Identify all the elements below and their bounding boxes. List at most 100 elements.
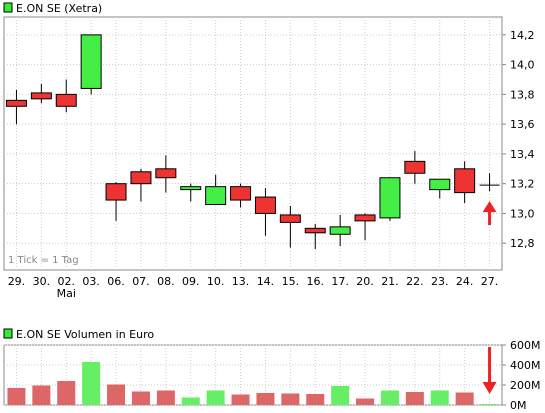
candle-body — [304, 227, 326, 234]
volume-arrow-annotation — [482, 347, 497, 394]
volume-bar — [256, 393, 275, 405]
candle-body — [5, 99, 27, 107]
candle — [180, 183, 202, 202]
volume-bar — [82, 362, 101, 405]
candle-body — [354, 214, 376, 222]
candle-body — [329, 226, 351, 235]
volume-ytick-label: 400M — [510, 359, 541, 372]
price-ytick-label: 14,2 — [510, 29, 535, 42]
price-ytick-label: 12,8 — [510, 237, 535, 250]
candle-body — [180, 186, 202, 191]
volume-bar — [306, 394, 325, 405]
candle-body — [429, 178, 451, 191]
volume-bar — [156, 390, 175, 405]
candle-body — [80, 34, 102, 89]
price-xtick-label: 06. — [107, 275, 125, 288]
candle-body — [230, 186, 252, 201]
candle — [379, 177, 401, 221]
price-xtick-label: 30. — [33, 275, 51, 288]
volume-bar — [356, 398, 375, 405]
candle — [279, 206, 301, 248]
price-xtick-label: 15. — [282, 275, 300, 288]
price-xtick-label: 17. — [331, 275, 349, 288]
candle — [5, 89, 27, 125]
volume-bar — [455, 392, 474, 405]
candle — [304, 223, 326, 250]
volume-bar — [57, 381, 76, 405]
volume-ytick-label: 200M — [510, 379, 541, 392]
price-xtick-label: 22. — [406, 275, 424, 288]
price-chart-title: E.ON SE (Xetra) — [16, 2, 102, 15]
volume-bar — [331, 386, 350, 405]
volume-bar — [380, 390, 399, 405]
volume-bar — [430, 390, 449, 405]
volume-ytick-label: 600M — [510, 339, 541, 352]
volume-bar — [405, 392, 424, 405]
candle-body — [30, 92, 52, 100]
price-xtick-label: 03. — [82, 275, 100, 288]
volume-bar — [281, 393, 300, 405]
price-xtick-label: 24. — [456, 275, 474, 288]
volume-bar — [206, 390, 225, 405]
price-arrow-head — [482, 201, 497, 213]
price-ytick-label: 13,0 — [510, 207, 535, 220]
candle-body — [105, 183, 127, 201]
candle — [30, 83, 52, 104]
volume-ytick-label: 0M — [510, 399, 527, 412]
volume-bar — [480, 404, 499, 405]
volume-bar — [231, 394, 250, 405]
candle — [354, 213, 376, 241]
candle — [80, 34, 102, 95]
candle-body — [130, 171, 152, 185]
volume-chart-title: E.ON SE Volumen in Euro — [16, 328, 154, 341]
price-xtick-label: 13. — [232, 275, 250, 288]
candle-body — [379, 177, 401, 219]
price-ytick-label: 14,0 — [510, 59, 535, 72]
price-xtick-label: 27. — [481, 275, 499, 288]
candle — [454, 161, 476, 204]
candle-body — [205, 186, 227, 206]
candle — [329, 214, 351, 247]
price-arrow-annotation — [482, 201, 497, 226]
price-ytick-label: 13,4 — [510, 148, 535, 161]
price-xtick-label: 29. — [8, 275, 26, 288]
price-ytick-label: 13,6 — [510, 118, 535, 131]
candle-body — [55, 93, 77, 107]
candle — [55, 79, 77, 113]
price-legend-swatch — [3, 2, 13, 13]
price-ytick-label: 13,2 — [510, 178, 535, 191]
candle-body — [155, 168, 177, 179]
candle — [254, 188, 276, 236]
candle — [105, 182, 127, 221]
price-xtick-label: 23. — [431, 275, 449, 288]
volume-plot-area — [3, 344, 503, 406]
candle — [205, 174, 227, 206]
candle — [404, 150, 426, 184]
price-xtick-label: 20. — [356, 275, 374, 288]
volume-bar — [32, 385, 51, 405]
volume-legend-swatch — [3, 328, 13, 339]
price-plot-area — [3, 16, 503, 271]
price-xtick-label: 08. — [157, 275, 175, 288]
price-xtick-label: 07. — [132, 275, 150, 288]
candle-body — [279, 214, 301, 223]
volume-bar — [107, 384, 126, 405]
candle — [479, 173, 500, 192]
price-xtick-sublabel: Mai — [57, 287, 76, 300]
price-xtick-label: 02. — [58, 275, 76, 288]
candle-body — [254, 196, 276, 214]
price-xtick-label: 14. — [257, 275, 275, 288]
candle — [429, 178, 451, 199]
volume-bar — [181, 397, 200, 405]
price-ytick-label: 13,8 — [510, 88, 535, 101]
volume-bar — [131, 391, 150, 405]
candle — [230, 183, 252, 208]
candle — [155, 155, 177, 193]
volume-bar — [7, 388, 26, 405]
candle — [130, 168, 152, 202]
price-xtick-label: 21. — [381, 275, 399, 288]
tick-note: 1 Tick = 1 Tag — [8, 255, 79, 266]
candle-body — [454, 168, 476, 194]
candle-body — [404, 160, 426, 174]
